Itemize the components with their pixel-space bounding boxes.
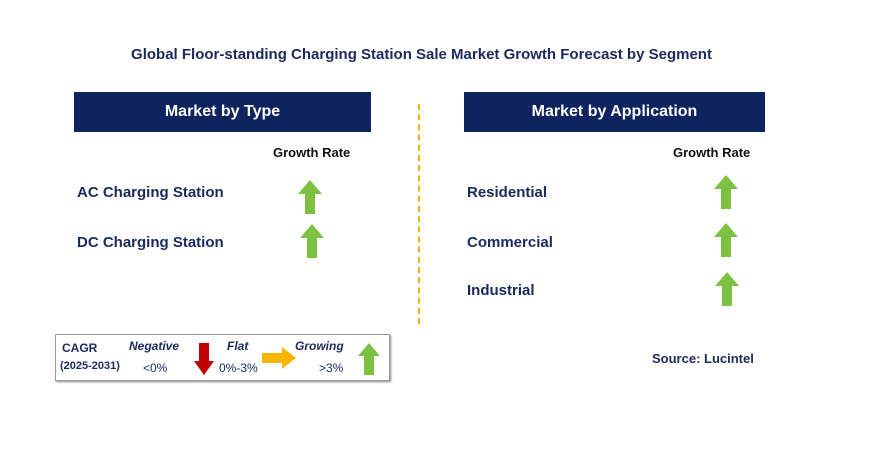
- row-label-industrial: Industrial: [467, 282, 535, 299]
- application-growth-rate-label: Growth Rate: [673, 145, 751, 160]
- legend-negative-value: <0%: [143, 361, 168, 375]
- legend-flat-title: Flat: [227, 339, 249, 353]
- type-growth-rate-label: Growth Rate: [273, 145, 351, 160]
- legend-negative-title: Negative: [129, 339, 180, 353]
- legend-flat-value: 0%-3%: [219, 361, 258, 375]
- growing-arrow-icon: [714, 223, 738, 257]
- legend-cagr-label: CAGR: [62, 341, 98, 355]
- market-by-type-header: Market by Type: [74, 92, 371, 132]
- legend-growing-title: Growing: [295, 339, 344, 353]
- row-label-commercial: Commercial: [467, 234, 553, 251]
- legend-growing-value: >3%: [319, 361, 344, 375]
- panel-divider: [418, 104, 420, 324]
- row-label-residential: Residential: [467, 184, 548, 201]
- row-label-dc-charging-station: DC Charging Station: [77, 234, 224, 251]
- growing-arrow-icon: [714, 175, 738, 209]
- negative-arrow-icon: [194, 343, 214, 375]
- source-label: Source: Lucintel: [652, 351, 754, 366]
- flat-arrow-icon: [262, 347, 296, 369]
- cagr-legend: [55, 334, 390, 381]
- growing-arrow-icon: [358, 343, 380, 375]
- row-label-ac-charging-station: AC Charging Station: [77, 184, 224, 201]
- growing-arrow-icon: [715, 272, 739, 306]
- growing-arrow-icon: [300, 224, 324, 258]
- growing-arrow-icon: [298, 180, 322, 214]
- legend-years-label: (2025-2031): [60, 360, 120, 372]
- market-by-application-header: Market by Application: [464, 92, 765, 132]
- page-title: Global Floor-standing Charging Station S…: [131, 46, 712, 63]
